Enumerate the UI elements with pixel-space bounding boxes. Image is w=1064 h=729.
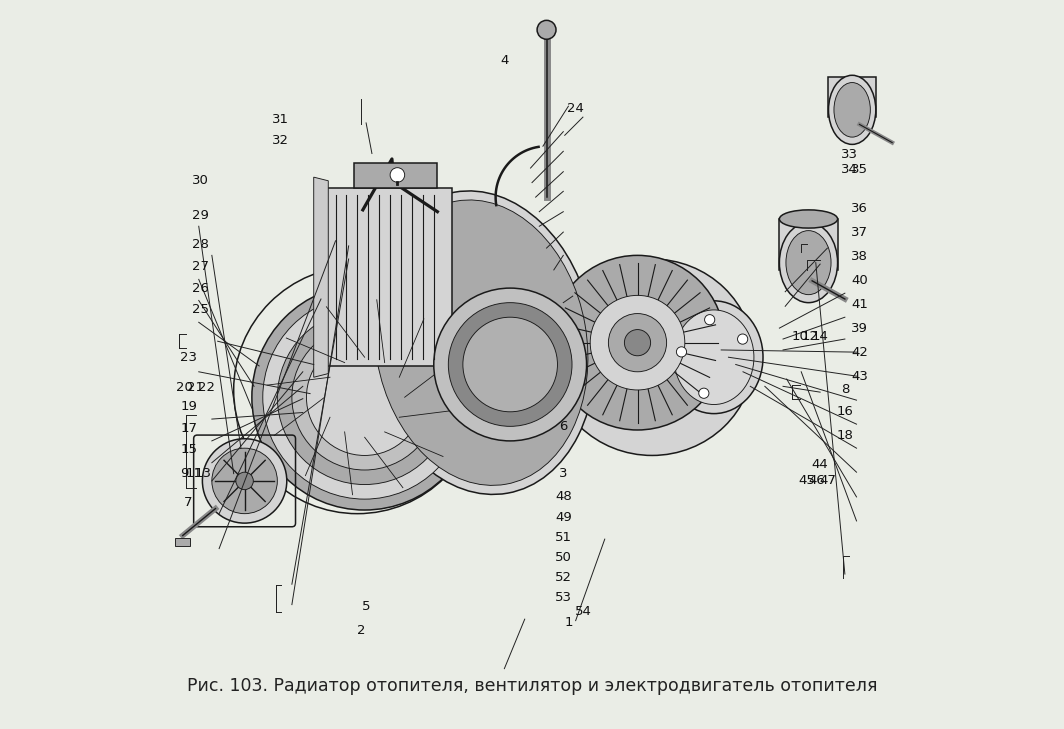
Text: 18: 18 [836,429,853,443]
Circle shape [704,315,715,325]
Ellipse shape [834,82,870,137]
Circle shape [737,334,748,344]
Text: 45: 45 [799,475,815,488]
Text: 20: 20 [176,381,193,394]
Text: 5: 5 [362,599,370,612]
Text: 54: 54 [575,605,592,618]
Circle shape [306,339,422,456]
Circle shape [625,330,650,356]
Circle shape [236,472,253,490]
Text: 31: 31 [272,113,289,126]
Text: 24: 24 [567,102,584,115]
Ellipse shape [780,210,837,228]
Text: 6: 6 [559,420,567,433]
Text: 27: 27 [192,260,209,273]
Circle shape [292,324,437,470]
Text: 30: 30 [192,174,209,187]
Text: 8: 8 [841,383,849,397]
Text: 44: 44 [812,459,829,472]
Text: Рис. 103. Радиатор отопителя, вентилятор и электродвигатель отопителя: Рис. 103. Радиатор отопителя, вентилятор… [187,677,877,695]
Text: 4: 4 [500,54,509,67]
Text: 2: 2 [356,623,365,636]
Text: 13: 13 [195,467,212,480]
Text: 22: 22 [198,381,215,394]
Circle shape [434,288,586,441]
Text: 25: 25 [192,303,209,316]
Text: 46: 46 [809,475,826,488]
Polygon shape [353,163,437,188]
Text: 37: 37 [851,225,868,238]
Text: 17: 17 [180,422,197,435]
Text: 35: 35 [851,163,868,176]
Text: 39: 39 [851,322,868,335]
Circle shape [202,439,287,523]
Text: 43: 43 [851,370,868,383]
Text: 48: 48 [555,491,571,504]
Text: 9: 9 [180,467,188,480]
Circle shape [591,295,685,390]
Text: 41: 41 [851,298,868,311]
Text: 51: 51 [554,531,571,544]
Polygon shape [828,77,876,117]
Text: 53: 53 [554,590,571,604]
Text: 32: 32 [272,134,289,147]
Text: 16: 16 [836,405,853,418]
Text: 36: 36 [851,201,868,214]
Circle shape [263,295,466,499]
Polygon shape [485,313,543,441]
Text: 15: 15 [180,443,197,456]
Text: 11: 11 [185,467,202,480]
Circle shape [252,284,478,510]
Text: 42: 42 [851,346,868,359]
FancyBboxPatch shape [325,188,452,366]
Circle shape [677,347,686,357]
Text: 47: 47 [819,475,836,488]
Text: 12: 12 [801,330,818,343]
Text: 26: 26 [192,281,209,295]
Text: 34: 34 [841,163,858,176]
Circle shape [609,313,667,372]
Text: 1: 1 [564,616,572,629]
Text: 29: 29 [192,208,209,222]
Text: 52: 52 [554,572,571,584]
Polygon shape [780,219,837,270]
Text: 50: 50 [554,551,571,564]
Ellipse shape [375,200,588,486]
Text: 33: 33 [841,149,858,161]
Circle shape [448,303,572,426]
Circle shape [390,168,404,182]
Ellipse shape [665,301,763,413]
Text: 7: 7 [184,496,193,510]
Ellipse shape [550,259,754,456]
Ellipse shape [829,75,876,144]
Bar [176,538,190,547]
Ellipse shape [780,222,837,303]
Circle shape [278,310,452,485]
Text: 38: 38 [851,250,868,263]
Circle shape [550,255,725,430]
Circle shape [699,388,709,398]
Ellipse shape [786,230,831,295]
Text: 21: 21 [187,381,204,394]
Circle shape [463,317,558,412]
Text: 3: 3 [559,467,567,480]
Circle shape [212,448,278,514]
Text: 14: 14 [812,330,829,343]
Polygon shape [314,177,329,377]
Circle shape [537,20,556,39]
Ellipse shape [674,310,754,405]
Text: 23: 23 [180,351,197,364]
Text: 28: 28 [192,238,209,251]
Text: 19: 19 [180,400,197,413]
Ellipse shape [367,191,595,494]
Text: 40: 40 [851,274,868,287]
Text: 10: 10 [792,330,809,343]
Text: 49: 49 [555,511,571,524]
